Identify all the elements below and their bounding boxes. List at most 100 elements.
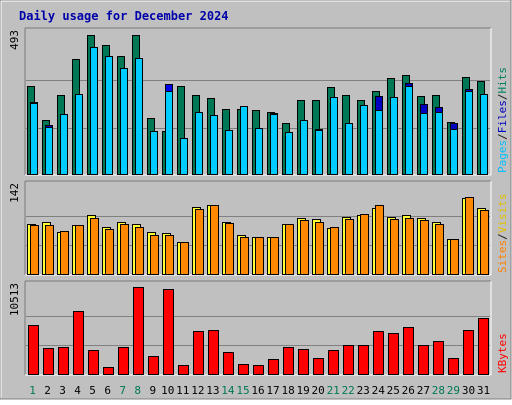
bar-kbytes-day-7 (118, 347, 129, 375)
bar-sites-day-16 (255, 237, 264, 275)
bar-kbytes-day-11 (178, 365, 189, 375)
bar-sites-day-30 (465, 197, 474, 275)
x-tick-label: 24 (372, 384, 386, 397)
bar-sites-day-10 (165, 235, 174, 275)
x-tick-label: 31 (477, 384, 490, 397)
x-tick-label: 27 (417, 384, 430, 397)
x-tick-label: 18 (281, 384, 294, 397)
bar-kbytes-day-13 (208, 330, 219, 375)
x-tick-label: 17 (266, 384, 279, 397)
bar-pages-day-31 (480, 94, 488, 175)
bar-pages-day-30 (465, 91, 473, 175)
bar-kbytes-day-31 (478, 318, 489, 375)
bar-pages-day-5 (90, 47, 98, 175)
x-tick-label: 28 (432, 384, 445, 397)
x-tick-label: 15 (236, 384, 249, 397)
bar-sites-day-6 (105, 229, 114, 275)
bar-sites-day-19 (300, 220, 309, 275)
bar-sites-day-14 (225, 223, 234, 275)
legend-entry: Hits (496, 67, 509, 94)
bar-kbytes-day-6 (103, 367, 114, 375)
bar-sites-day-4 (75, 225, 84, 275)
x-tick-label: 4 (74, 384, 81, 397)
bar-pages-day-23 (360, 105, 368, 175)
bar-pages-day-3 (60, 114, 68, 175)
bar-pages-day-28 (435, 112, 443, 175)
bar-kbytes-day-9 (148, 356, 159, 375)
bar-pages-day-8 (135, 58, 143, 175)
y-max-label: 10513 (8, 283, 21, 316)
legend-entry: Pages (496, 140, 509, 173)
bar-pages-day-26 (405, 86, 413, 175)
bar-pages-day-19 (300, 120, 308, 175)
bar-sites-day-7 (120, 224, 129, 275)
bar-pages-day-10 (165, 91, 173, 175)
x-tick-label: 8 (134, 384, 141, 397)
bar-pages-day-27 (420, 113, 428, 175)
x-tick-label: 19 (296, 384, 309, 397)
bar-kbytes-day-26 (403, 327, 414, 375)
x-tick-label: 7 (119, 384, 126, 397)
x-tick-label: 3 (59, 384, 66, 397)
bar-sites-day-17 (270, 237, 279, 275)
series-kbytes (28, 287, 489, 375)
x-tick-label: 16 (251, 384, 264, 397)
x-tick-label: 2 (44, 384, 51, 397)
x-tick-label: 5 (89, 384, 96, 397)
x-tick-label: 14 (221, 384, 235, 397)
bar-kbytes-day-2 (43, 348, 54, 375)
legend-entry: KBytes (496, 333, 509, 373)
bar-kbytes-day-1 (28, 325, 39, 375)
bar-kbytes-day-14 (223, 352, 234, 375)
bar-pages-day-25 (390, 97, 398, 175)
x-tick-label: 25 (387, 384, 400, 397)
bar-sites-day-29 (450, 239, 459, 275)
x-tick-label: 26 (402, 384, 415, 397)
bar-pages-day-2 (45, 127, 53, 175)
x-tick-label: 1 (29, 384, 36, 397)
x-axis-labels: 1 2 3 4 5 6 7 8 9 10 11 12 13 14 15 16 17 18 19 20 21 22 23 24 2… (29, 384, 490, 397)
bar-sites-day-24 (375, 205, 384, 275)
x-tick-label: 29 (447, 384, 460, 397)
bar-sites-day-28 (435, 224, 444, 275)
y-max-label: 493 (8, 30, 21, 50)
bar-kbytes-day-20 (313, 358, 324, 375)
bar-kbytes-day-4 (73, 311, 84, 375)
x-tick-label: 6 (104, 384, 111, 397)
bar-pages-day-15 (240, 106, 248, 175)
panel-legend: Pages/Files/Hits (496, 67, 509, 173)
panel-bottom: 10513 KBytes (8, 280, 509, 376)
bar-sites-day-27 (420, 220, 429, 275)
bar-sites-day-3 (60, 231, 69, 275)
x-tick-label: 13 (206, 384, 219, 397)
legend-entry: / (496, 94, 509, 101)
x-tick-label: 21 (327, 384, 340, 397)
series-pages (30, 47, 488, 175)
bar-pages-day-22 (345, 123, 353, 175)
bar-kbytes-day-5 (88, 350, 99, 375)
bar-pages-day-13 (210, 115, 218, 175)
bar-pages-day-14 (225, 130, 233, 175)
bar-pages-day-16 (255, 128, 263, 175)
bar-sites-day-20 (315, 222, 324, 275)
bar-kbytes-day-18 (283, 347, 294, 375)
bar-pages-day-29 (450, 129, 458, 175)
x-tick-label: 11 (176, 384, 189, 397)
bar-pages-day-4 (75, 94, 83, 175)
bar-kbytes-day-8 (133, 287, 144, 375)
x-tick-label: 23 (357, 384, 370, 397)
x-tick-label: 9 (149, 384, 156, 397)
legend-entry: Visits (496, 194, 509, 234)
x-tick-label: 20 (311, 384, 324, 397)
bar-sites-day-13 (210, 205, 219, 275)
bar-pages-day-11 (180, 138, 188, 175)
bar-pages-day-18 (285, 132, 293, 175)
bar-kbytes-day-25 (388, 333, 399, 375)
legend-entry: / (496, 133, 509, 140)
legend-entry: Files (496, 100, 509, 133)
bar-pages-day-24 (375, 110, 383, 175)
x-tick-label: 22 (342, 384, 355, 397)
